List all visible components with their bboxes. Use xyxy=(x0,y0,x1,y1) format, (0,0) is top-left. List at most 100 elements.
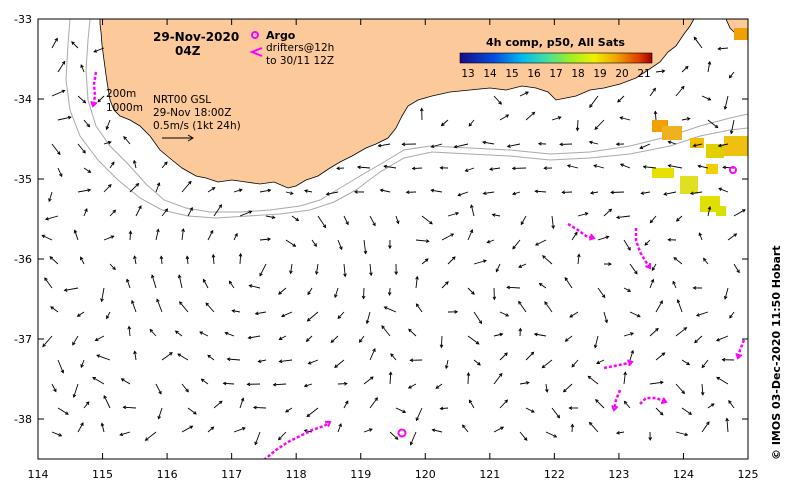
current-vector xyxy=(57,359,64,373)
current-vector-head xyxy=(693,36,698,41)
product-label: NRT00 GSL xyxy=(153,94,211,106)
current-vector xyxy=(470,204,475,217)
current-vector xyxy=(227,358,241,361)
current-vector xyxy=(603,208,612,217)
current-vector-head xyxy=(518,264,523,268)
current-vector xyxy=(493,426,504,433)
current-vector-head xyxy=(435,385,440,389)
current-vector xyxy=(378,143,391,147)
sst-tick-label: 14 xyxy=(483,68,497,80)
current-vector xyxy=(49,256,59,265)
sst-tick-label: 19 xyxy=(593,68,606,80)
current-vector xyxy=(42,335,53,347)
current-vector-head xyxy=(211,187,216,191)
current-vector xyxy=(384,306,397,313)
current-vector xyxy=(213,204,222,217)
current-vector xyxy=(155,229,159,241)
current-vector xyxy=(207,354,215,361)
current-vector-head xyxy=(193,411,197,415)
current-vector xyxy=(131,300,137,313)
current-vector-head xyxy=(138,205,142,210)
drifter-track xyxy=(634,228,652,269)
current-vector-head xyxy=(530,351,535,356)
current-vector-head xyxy=(87,169,92,173)
current-vector xyxy=(698,165,709,169)
drifter-head xyxy=(90,101,98,108)
current-vector-head xyxy=(707,97,712,101)
current-vector xyxy=(698,232,703,241)
current-vector xyxy=(718,47,729,50)
current-vector-head xyxy=(231,309,236,313)
current-vector-head xyxy=(424,258,429,262)
current-vector-head xyxy=(672,280,676,285)
current-vector-head xyxy=(444,365,449,370)
current-vector xyxy=(225,332,235,337)
current-vector xyxy=(440,335,443,348)
current-vector xyxy=(467,229,473,241)
current-vector-head xyxy=(156,298,160,303)
x-tick-label: 118 xyxy=(286,468,307,481)
current-vector xyxy=(233,189,242,193)
current-vector-head xyxy=(267,188,272,193)
current-vector-head xyxy=(667,237,672,242)
x-tick-label: 119 xyxy=(350,468,371,481)
current-vector xyxy=(181,228,184,241)
current-vector xyxy=(83,208,88,217)
current-vector xyxy=(431,143,443,148)
current-vector-head xyxy=(307,291,311,296)
current-vector-head xyxy=(337,315,342,319)
current-vector-head xyxy=(588,421,593,426)
current-vector-head xyxy=(177,353,182,357)
current-vector-head xyxy=(49,256,54,260)
current-vector-head xyxy=(285,409,289,413)
current-vector xyxy=(639,143,651,149)
current-vector-head xyxy=(356,165,361,170)
current-vector xyxy=(565,335,573,342)
current-vector xyxy=(109,161,115,169)
argo-float-2 xyxy=(729,166,737,174)
current-vector-head xyxy=(94,337,99,342)
current-vector xyxy=(233,427,246,433)
current-vector-head xyxy=(707,205,712,210)
current-vector xyxy=(551,407,560,419)
current-vector xyxy=(495,263,501,272)
current-vector-head xyxy=(80,256,84,261)
current-vector-head xyxy=(72,341,76,346)
sst-tick-label: 21 xyxy=(637,68,650,80)
current-vector-head xyxy=(86,123,91,128)
current-vector-head xyxy=(482,259,487,263)
current-vector-head xyxy=(570,423,575,428)
current-vector-head xyxy=(50,306,54,310)
current-vector-head xyxy=(122,405,127,410)
current-vector xyxy=(577,212,588,217)
current-vector xyxy=(440,407,449,410)
current-vector-head xyxy=(224,331,229,336)
current-vector xyxy=(72,335,79,346)
current-vector xyxy=(212,254,215,265)
current-vector xyxy=(693,37,703,49)
current-vector xyxy=(330,335,339,343)
current-vector-head xyxy=(498,100,502,105)
current-vector xyxy=(106,119,111,130)
current-vector-head xyxy=(706,421,710,426)
current-vector xyxy=(83,119,90,127)
current-vector-head xyxy=(271,215,276,220)
current-vector-head xyxy=(159,255,164,260)
current-vector xyxy=(623,372,626,385)
current-vector xyxy=(493,373,503,385)
current-vector-head xyxy=(491,213,496,217)
current-vector xyxy=(80,256,85,265)
current-vector-head xyxy=(419,107,424,112)
current-vector-head xyxy=(511,191,516,196)
current-vector xyxy=(77,95,86,104)
current-vector xyxy=(729,71,735,79)
current-vector xyxy=(134,351,137,361)
current-vector-head xyxy=(54,37,58,42)
current-vector xyxy=(681,359,690,365)
drifters-legend-line1: drifters@12h xyxy=(266,42,334,54)
current-vector xyxy=(733,263,740,273)
current-vector xyxy=(253,406,267,409)
plot-frame xyxy=(37,18,749,460)
current-vector xyxy=(51,143,61,155)
current-vector xyxy=(273,383,287,386)
